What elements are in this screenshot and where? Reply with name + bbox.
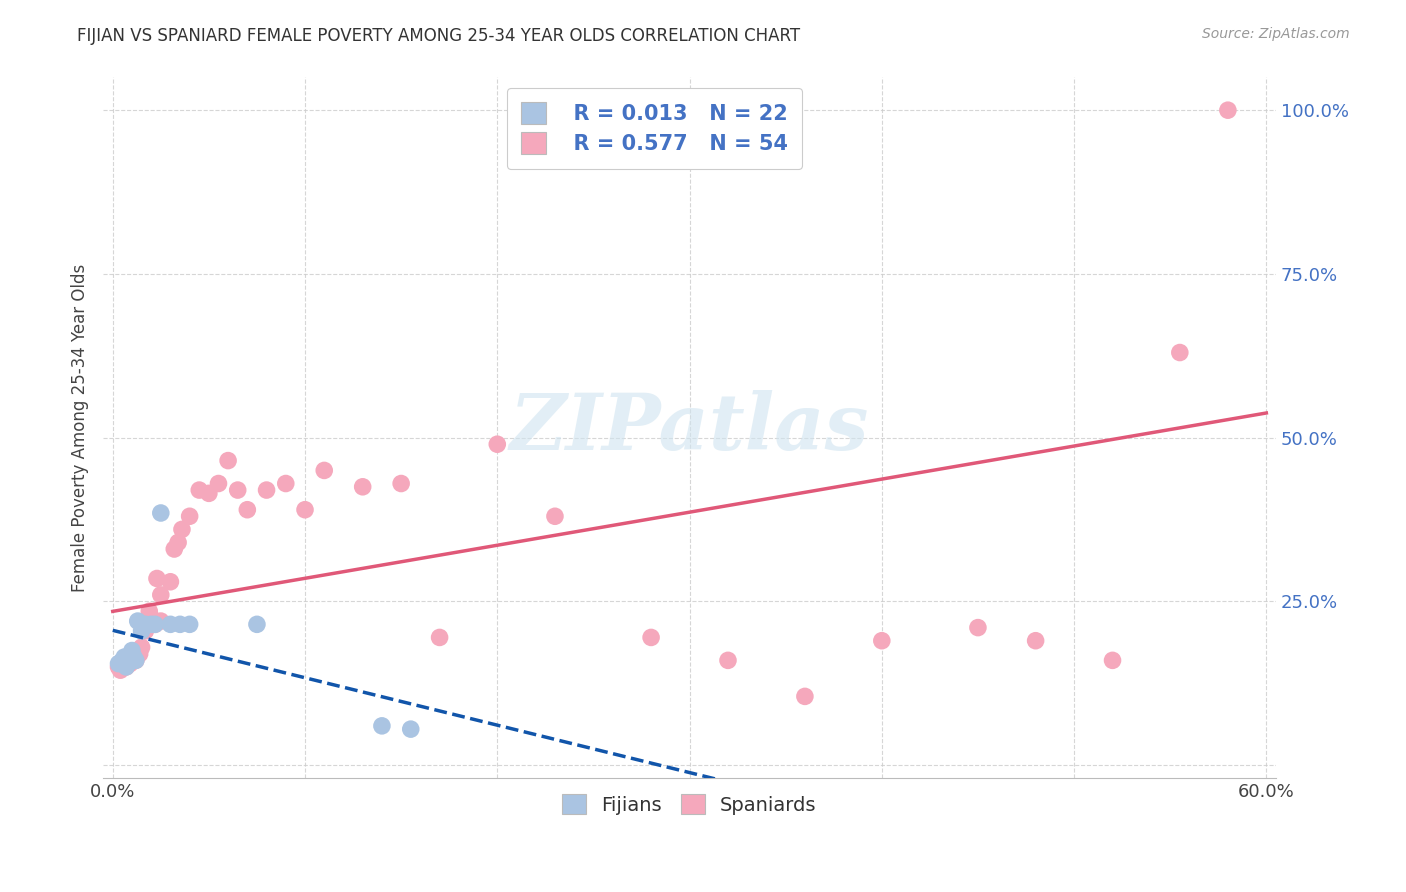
Point (188, 483, 211, 497)
Point (371, 719, 394, 733)
Point (217, 453, 239, 467)
Point (141, 611, 163, 625)
Point (138, 604, 160, 618)
Text: Source: ZipAtlas.com: Source: ZipAtlas.com (1202, 27, 1350, 41)
Point (274, 476, 297, 491)
Point (141, 617, 163, 632)
Point (112, 657, 135, 671)
Point (256, 483, 278, 497)
Point (179, 509, 201, 524)
Point (107, 660, 129, 674)
Point (486, 437, 509, 451)
Point (967, 621, 990, 635)
Point (125, 653, 148, 667)
Point (118, 650, 141, 665)
Point (118, 653, 141, 667)
Point (294, 502, 316, 516)
Point (107, 657, 129, 671)
Point (198, 486, 221, 500)
Point (149, 506, 172, 520)
Point (544, 509, 567, 524)
Point (134, 624, 156, 638)
Point (226, 483, 249, 497)
Point (314, 463, 336, 477)
Point (429, 631, 451, 645)
Point (163, 541, 186, 556)
Point (121, 647, 143, 661)
Y-axis label: Female Poverty Among 25-34 Year Olds: Female Poverty Among 25-34 Year Olds (72, 264, 89, 592)
Point (132, 617, 155, 632)
Point (131, 640, 153, 655)
Point (122, 647, 145, 661)
Point (1101, 653, 1123, 667)
Point (1025, 633, 1047, 648)
Point (143, 617, 166, 632)
Point (1168, 345, 1191, 359)
Point (117, 653, 139, 667)
Legend: Fijians, Spaniards: Fijians, Spaniards (553, 785, 827, 824)
Point (793, 690, 815, 704)
Point (111, 660, 134, 674)
Point (128, 647, 150, 661)
Point (110, 663, 132, 677)
Point (179, 617, 201, 632)
Point (1216, 103, 1239, 118)
Point (717, 653, 740, 667)
Point (117, 657, 139, 671)
Text: ZIPatlas: ZIPatlas (510, 390, 869, 467)
Point (149, 614, 172, 628)
Point (159, 574, 181, 589)
Text: FIJIAN VS SPANIARD FEMALE POVERTY AMONG 25-34 YEAR OLDS CORRELATION CHART: FIJIAN VS SPANIARD FEMALE POVERTY AMONG … (77, 27, 800, 45)
Point (125, 653, 148, 667)
Point (143, 617, 166, 632)
Point (207, 476, 229, 491)
Point (127, 643, 149, 657)
Point (167, 535, 190, 549)
Point (389, 476, 412, 491)
Point (159, 617, 181, 632)
Point (134, 617, 156, 632)
Point (121, 643, 143, 657)
Point (131, 624, 153, 638)
Point (170, 522, 193, 536)
Point (122, 650, 145, 665)
Point (112, 650, 135, 665)
Point (236, 502, 259, 516)
Point (149, 588, 172, 602)
Point (146, 572, 169, 586)
Point (640, 631, 662, 645)
Point (142, 614, 165, 628)
Point (870, 633, 893, 648)
Point (136, 614, 159, 628)
Point (352, 480, 374, 494)
Point (115, 660, 138, 674)
Point (127, 614, 149, 628)
Point (118, 657, 141, 671)
Point (246, 617, 269, 632)
Point (111, 653, 134, 667)
Point (121, 650, 143, 665)
Point (399, 722, 422, 736)
Point (169, 617, 191, 632)
Point (115, 660, 138, 674)
